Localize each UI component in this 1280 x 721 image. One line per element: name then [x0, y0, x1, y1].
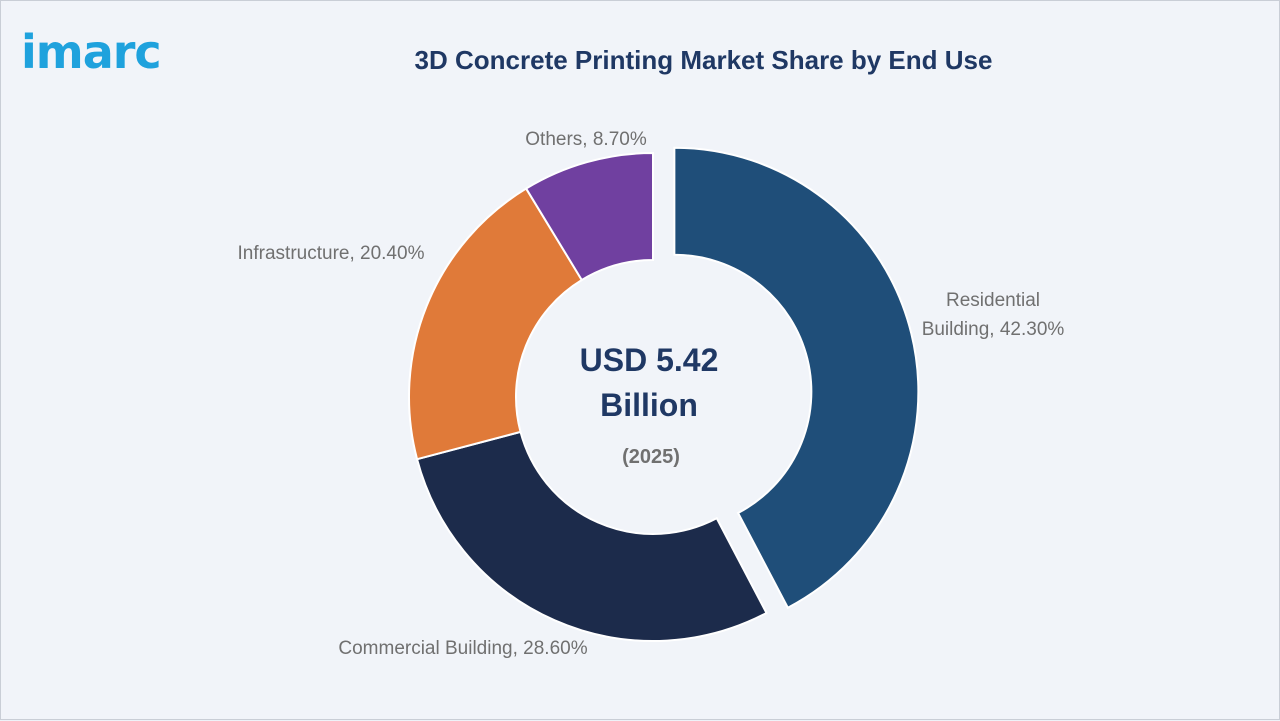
slice-label-infrastructure: Infrastructure, 20.40%: [238, 243, 425, 264]
slice-infrastructure: [408, 187, 584, 461]
center-value: USD 5.42: [580, 342, 719, 378]
slice-others: [524, 151, 654, 282]
slice-commercial-building: [415, 430, 768, 642]
imarc-logo: imarc: [21, 25, 162, 79]
chart-title: 3D Concrete Printing Market Share by End…: [414, 45, 993, 75]
slice-label-residential-building: Residential Building, 42.30%: [922, 290, 1065, 340]
slice-label-commercial-building: Commercial Building, 28.60%: [338, 638, 587, 659]
slice-label-others: Others, 8.70%: [525, 129, 647, 150]
center-unit: Billion: [600, 387, 698, 423]
center-year: (2025): [622, 446, 680, 468]
slice-residential-building: [673, 146, 920, 610]
